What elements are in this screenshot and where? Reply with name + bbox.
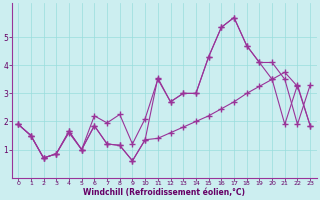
- X-axis label: Windchill (Refroidissement éolien,°C): Windchill (Refroidissement éolien,°C): [83, 188, 245, 197]
